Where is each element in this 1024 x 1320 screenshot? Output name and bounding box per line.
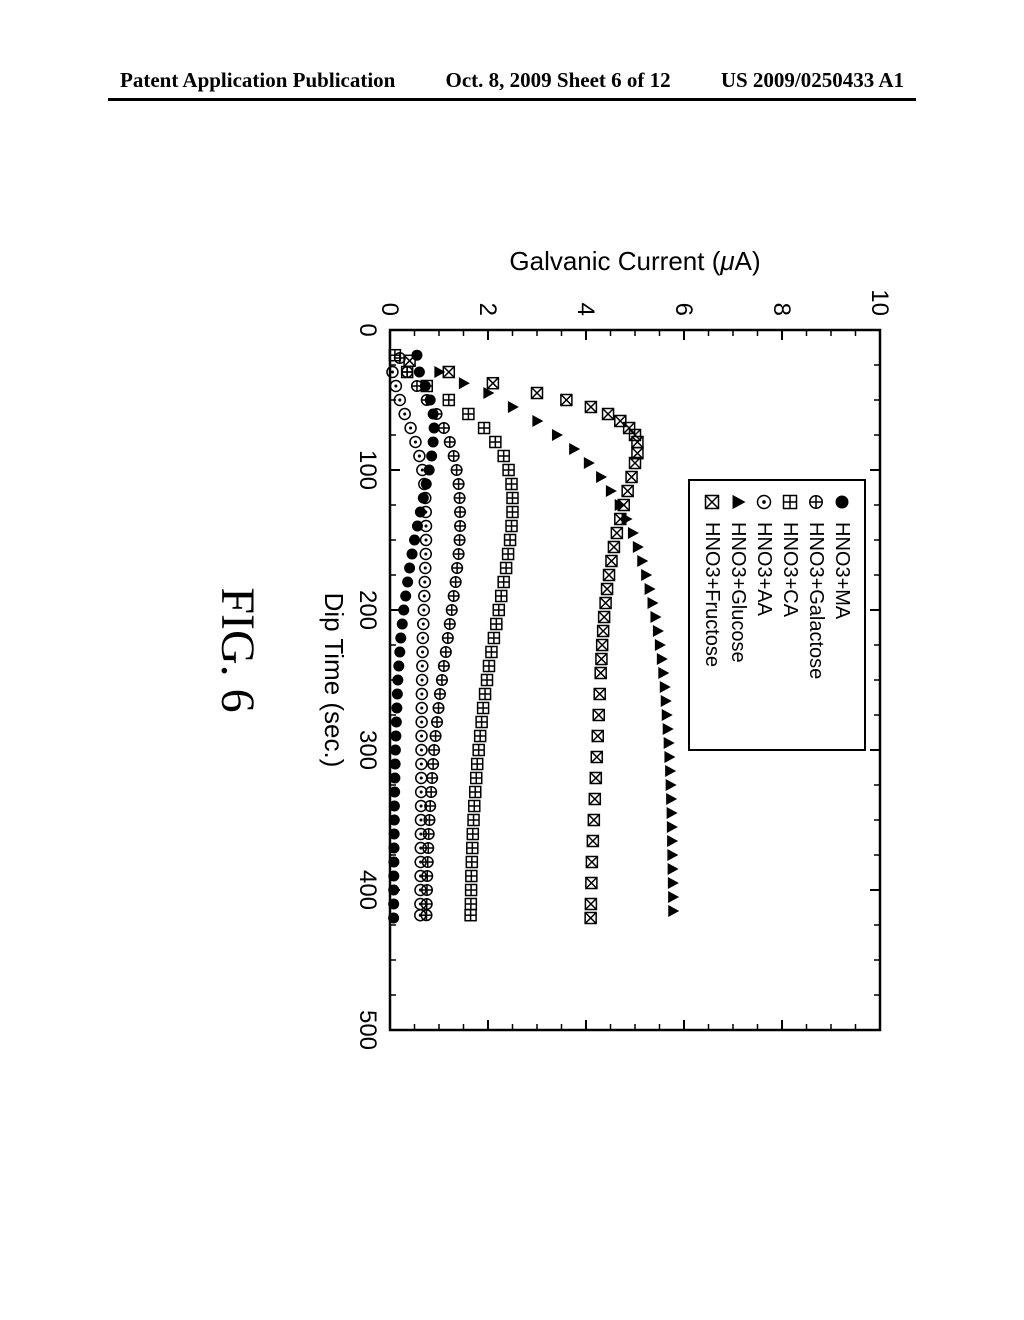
svg-text:10: 10 [866,289,893,316]
svg-text:0: 0 [354,323,381,336]
svg-text:HNO3+MA: HNO3+MA [831,522,853,620]
svg-text:400: 400 [354,870,381,910]
svg-text:Dip Time (sec.): Dip Time (sec.) [319,593,349,768]
figure-caption: FIG. 6 [210,210,265,1090]
svg-text:HNO3+CA: HNO3+CA [779,522,801,618]
svg-text:HNO3+Galactose: HNO3+Galactose [805,522,827,679]
header-right: US 2009/0250433 A1 [721,68,904,93]
svg-text:100: 100 [354,450,381,490]
svg-text:Galvanic Current (μA): Galvanic Current (μA) [509,246,760,276]
svg-text:0: 0 [376,303,403,316]
header-left: Patent Application Publication [120,68,395,93]
svg-text:6: 6 [670,303,697,316]
svg-text:300: 300 [354,730,381,770]
svg-text:HNO3+Glucose: HNO3+Glucose [727,522,749,663]
galvanic-current-chart: 0 100 200 300 400 500 0 2 4 6 8 10 Dip Time (sec.) Ga… [290,210,910,1090]
header-center: Oct. 8, 2009 Sheet 6 of 12 [446,68,671,93]
svg-text:HNO3+Fructose: HNO3+Fructose [701,522,723,667]
header-rule [108,98,916,101]
svg-text:2: 2 [474,303,501,316]
svg-text:8: 8 [768,303,795,316]
svg-text:HNO3+AA: HNO3+AA [753,522,775,617]
svg-text:500: 500 [354,1010,381,1050]
svg-text:4: 4 [572,303,599,316]
svg-text:200: 200 [354,590,381,630]
